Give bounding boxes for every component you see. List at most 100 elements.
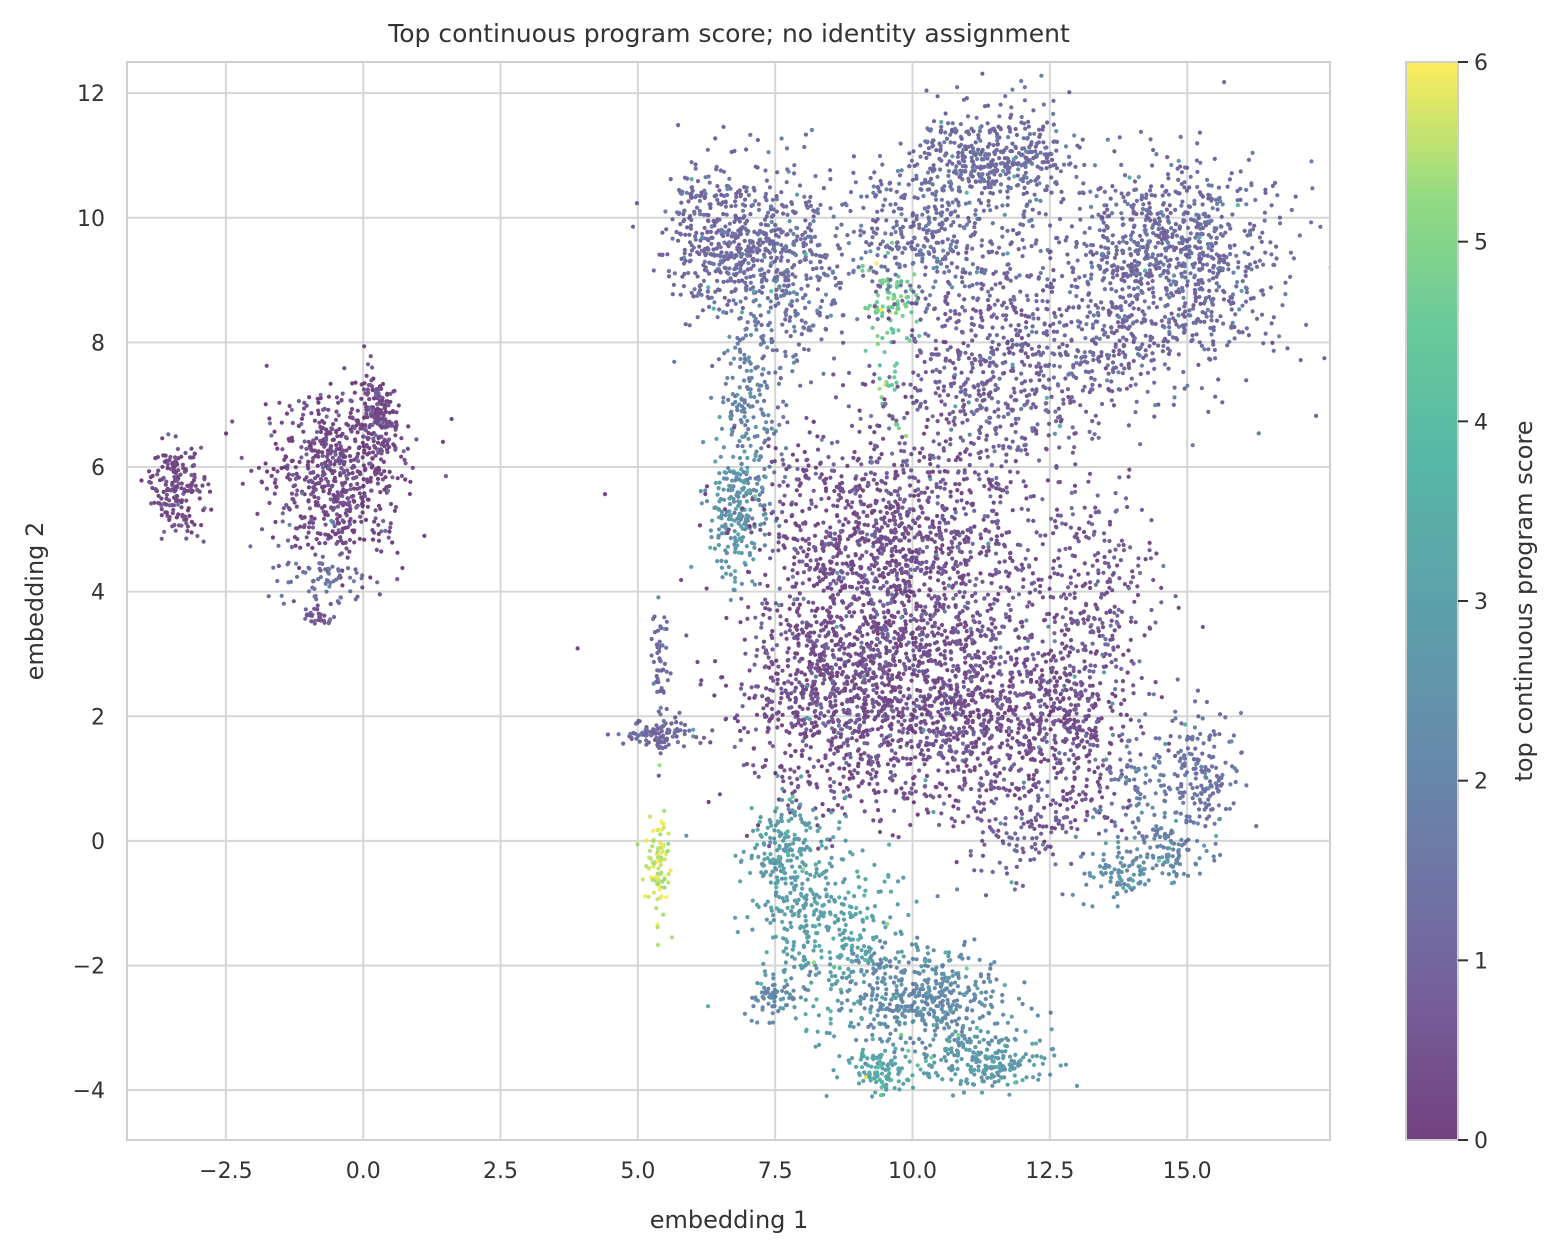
scatter-point [422,533,427,539]
scatter-point [668,868,673,873]
scatter-point [800,296,806,301]
scatter-point [1179,247,1184,252]
scatter-point [354,423,359,428]
scatter-point [986,249,991,254]
scatter-point [328,381,333,386]
scatter-point [1164,275,1169,280]
scatter-point [313,593,318,599]
scatter-point [1099,257,1104,262]
scatter-point [719,558,724,564]
scatter-point [964,145,969,150]
scatter-point [1152,380,1157,385]
scatter-point [290,438,295,443]
scatter-point [345,496,350,501]
scatter-point [382,406,387,411]
scatter-point [790,209,796,214]
scatter-point [885,330,890,335]
scatter-point [926,146,931,151]
scatter-point [887,290,892,295]
scatter-point [728,278,734,283]
scatter-point [970,146,976,151]
scatter-point [656,881,661,886]
scatter-point [726,564,731,570]
scatter-point [655,942,661,948]
scatter-point [179,481,184,486]
scatter-point [997,114,1002,119]
scatter-point [335,504,341,509]
scatter-point [344,513,349,518]
scatter-point [768,299,773,304]
scatter-point [377,410,382,415]
scatter-point [1209,318,1214,323]
scatter-point [1064,322,1069,328]
scatter-point [364,405,369,410]
scatter-point [802,194,807,199]
scatter-point [970,159,975,164]
scatter-point [1089,204,1094,209]
scatter-point [374,390,379,395]
scatter-point [746,261,751,266]
scatter-point [1016,167,1021,172]
scatter-point [1051,321,1056,326]
scatter-point [1228,301,1234,306]
scatter-point [721,169,727,174]
scatter-point [875,253,880,258]
scatter-point [950,121,955,126]
scatter-point [267,500,272,506]
scatter-point [730,375,735,380]
scatter-point [871,190,876,195]
scatter-point [790,299,795,304]
scatter-point [691,294,697,299]
scatter-point [708,528,714,533]
scatter-point [679,200,684,205]
scatter-point [364,373,369,378]
scatter-point [1033,149,1038,154]
scatter-point [699,292,704,297]
scatter-point [776,381,782,386]
scatter-point [727,502,732,507]
scatter-point [771,207,776,212]
scatter-point [723,204,729,209]
scatter-point [312,516,317,521]
scatter-point [778,376,783,381]
scatter-point [707,180,712,185]
scatter-point [1152,193,1158,198]
scatter-point [774,255,780,261]
scatter-point [350,381,355,386]
scatter-point [759,279,764,284]
scatter-point [769,204,774,209]
scatter-point [1086,304,1091,309]
scatter-point [1050,157,1055,162]
scatter-point [150,473,155,478]
scatter-point [1091,252,1096,257]
scatter-point [1221,321,1226,326]
scatter-point [1135,241,1141,246]
scatter-point [745,385,750,390]
scatter-point [928,128,933,133]
scatter-point [338,500,343,506]
scatter-point [1066,435,1071,440]
scatter-point [740,252,745,257]
scatter-point [1083,354,1088,359]
scatter-point [701,278,707,283]
scatter-point [1129,253,1134,258]
scatter-point [351,486,357,491]
scatter-point [370,387,375,393]
scatter-point [716,287,721,292]
scatter-point [1077,145,1082,150]
scatter-point [381,424,386,429]
scatter-point [922,244,927,249]
scatter-point [848,208,853,214]
scatter-point [1102,228,1107,233]
scatter-point [164,479,169,484]
scatter-point [359,501,365,506]
scatter-point [1073,354,1078,359]
scatter-point [1046,377,1051,382]
scatter-point [918,143,923,148]
scatter-point [1035,152,1040,157]
scatter-point [739,227,744,232]
scatter-point [1111,353,1117,358]
scatter-point [164,502,169,507]
scatter-point [292,483,298,488]
scatter-point [968,149,973,155]
